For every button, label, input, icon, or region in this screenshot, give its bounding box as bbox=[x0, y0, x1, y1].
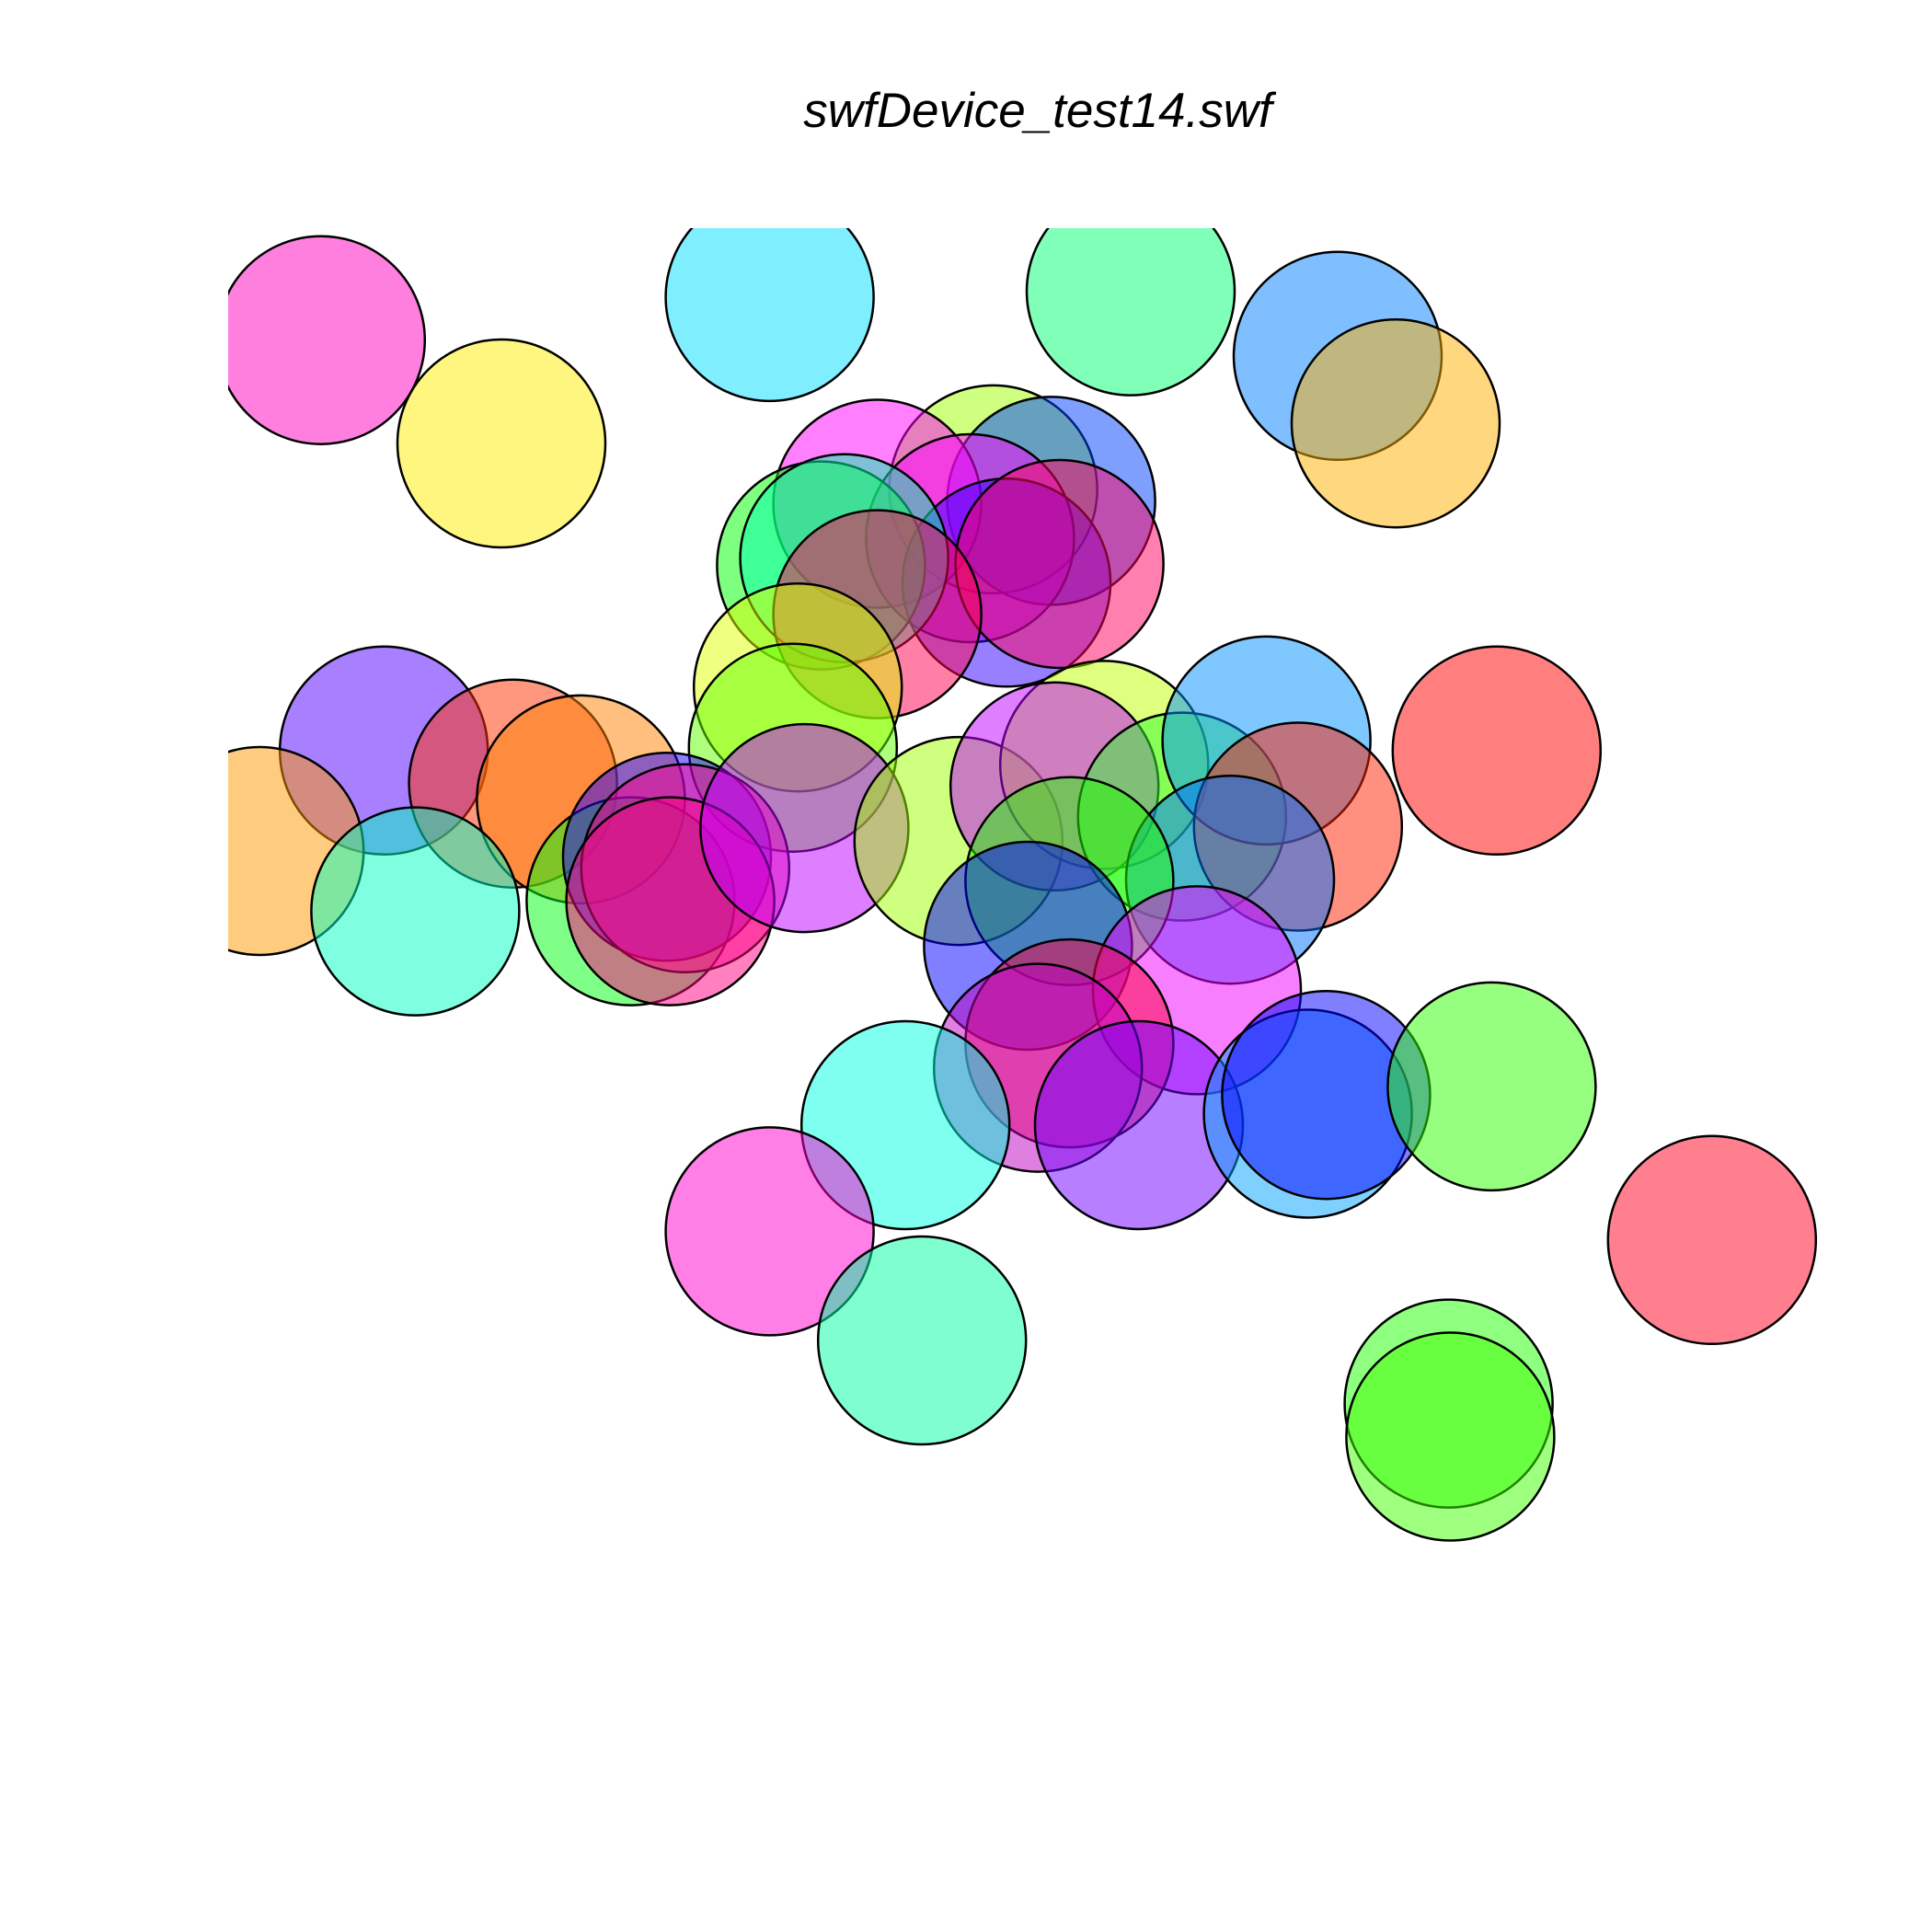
scatter-point-1 bbox=[228, 235, 427, 445]
scatter-point-38 bbox=[1391, 645, 1603, 857]
scatter-point-49 bbox=[1345, 1331, 1556, 1542]
points-layer bbox=[228, 228, 1818, 1542]
scatter-point-45 bbox=[1386, 981, 1597, 1192]
chart-title: swfDevice_test14.swf bbox=[803, 84, 1272, 138]
scatter-point-2 bbox=[396, 338, 607, 549]
scatter-point-6 bbox=[1290, 317, 1501, 529]
scatter-point-50 bbox=[1606, 1134, 1818, 1346]
scatter-point-46 bbox=[664, 1126, 875, 1337]
scatter-point-22 bbox=[310, 806, 521, 1017]
scatter-point-12 bbox=[954, 458, 1165, 670]
scatter-point-3 bbox=[664, 228, 875, 403]
scatter-point-47 bbox=[816, 1235, 1028, 1446]
scatter-point-4 bbox=[1025, 228, 1236, 397]
